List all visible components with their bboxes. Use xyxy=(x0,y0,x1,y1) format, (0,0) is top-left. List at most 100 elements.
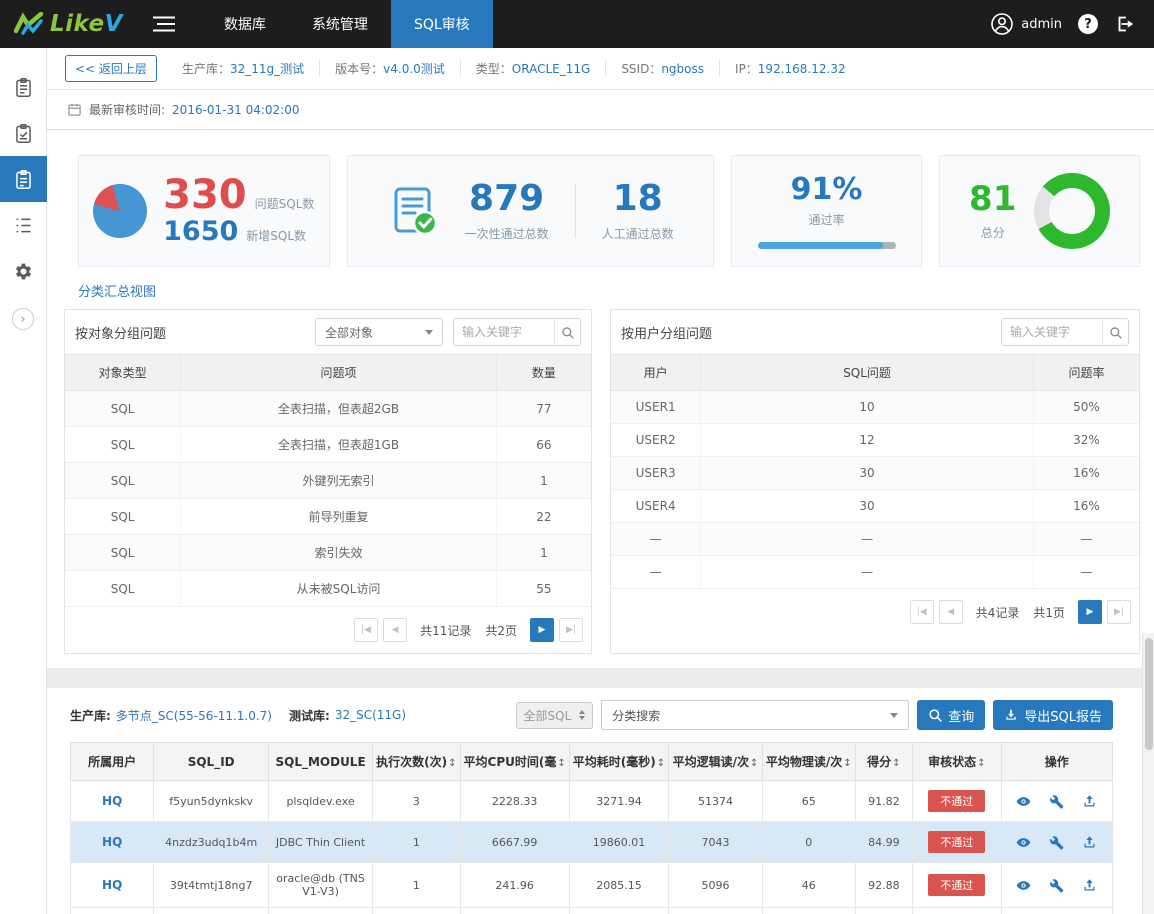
last-page-button[interactable]: ▶| xyxy=(559,618,583,642)
search-icon[interactable] xyxy=(1102,319,1128,345)
scrollbar-thumb[interactable] xyxy=(1145,638,1153,750)
column-header-exec-count[interactable]: 执行次数(次)↕ xyxy=(372,742,461,781)
cell-count[interactable]: 77 xyxy=(496,390,591,427)
prod-db-link[interactable]: 多节点_SC(55-56-11.1.0.7) xyxy=(115,708,272,723)
wrench-icon[interactable] xyxy=(1049,835,1064,850)
cell-issue-rate[interactable]: 50% xyxy=(1033,390,1139,424)
user-search-input[interactable] xyxy=(1002,325,1102,339)
sql-type-select[interactable]: 全部SQL xyxy=(515,701,594,729)
cell-count[interactable]: 55 xyxy=(496,570,591,607)
first-page-button[interactable]: |◀ xyxy=(909,600,934,624)
table-row[interactable]: USER4 30 16% xyxy=(611,489,1139,523)
field-value[interactable]: 192.168.12.32 xyxy=(757,61,846,76)
sort-icon[interactable]: ↕ xyxy=(557,758,566,769)
table-row[interactable]: SQL 从未被SQL访问 55 xyxy=(65,570,591,607)
field-value[interactable]: ORACLE_11G xyxy=(511,61,591,76)
upload-icon[interactable] xyxy=(1082,794,1097,809)
sql-table-row[interactable]: HQ gcftf86xb12x9 JDBC Thin Client 4 193.… xyxy=(69,907,1114,914)
next-page-button[interactable]: ▶ xyxy=(1078,600,1102,624)
last-page-button[interactable]: ▶| xyxy=(1107,600,1131,624)
cell-owner[interactable]: HQ xyxy=(102,794,123,808)
field-value[interactable]: ngboss xyxy=(661,61,705,76)
sort-icon[interactable]: ↕ xyxy=(892,758,901,769)
audit-time-bar: 最新审核时间: 2016-01-31 04:02:00 xyxy=(47,90,1154,130)
upload-icon[interactable] xyxy=(1082,878,1097,893)
cell-count[interactable]: 1 xyxy=(496,534,591,571)
column-header-avg-cpu[interactable]: 平均CPU时间(毫↕ xyxy=(459,742,570,781)
app-logo[interactable]: LikeV xyxy=(0,0,137,48)
first-page-button[interactable]: |◀ xyxy=(354,618,379,642)
column-header-avg-physical-reads[interactable]: 平均物理读/次↕ xyxy=(761,742,856,781)
stat-card-score: 81 总分 xyxy=(939,155,1140,267)
table-row[interactable]: USER3 30 16% xyxy=(611,456,1139,490)
sidebar-collapse-button[interactable]: › xyxy=(12,308,34,330)
sql-table-row[interactable]: HQ 4nzdz3udq1b4m JDBC Thin Client 1 6667… xyxy=(69,821,1114,863)
table-row[interactable]: — — — xyxy=(611,522,1139,556)
sort-icon[interactable]: ↕ xyxy=(843,758,852,769)
logout-icon[interactable] xyxy=(1114,13,1136,35)
help-icon[interactable]: ? xyxy=(1078,14,1098,34)
vertical-scrollbar[interactable] xyxy=(1142,633,1154,914)
back-button[interactable]: << 返回上层 xyxy=(65,55,157,82)
table-row[interactable]: SQL 全表扫描，但表超1GB 66 xyxy=(65,426,591,463)
category-search-dropdown[interactable]: 分类搜索 xyxy=(601,700,910,730)
chevron-down-icon xyxy=(425,329,433,335)
table-row[interactable]: SQL 外键列无索引 1 xyxy=(65,462,591,499)
sql-table-row[interactable]: HQ 39t4tmtj18ng7 oracle@db (TNS V1-V3) 1… xyxy=(69,862,1114,908)
field-value[interactable]: v4.0.0测试 xyxy=(383,62,445,76)
sidebar-item-list[interactable] xyxy=(0,202,47,248)
sidebar-item-tasks[interactable] xyxy=(0,110,47,156)
nav-item-database[interactable]: 数据库 xyxy=(223,17,266,33)
cell-count[interactable]: 1 xyxy=(496,462,591,499)
view-icon[interactable] xyxy=(1016,878,1031,893)
cell-issue-rate[interactable]: 32% xyxy=(1033,423,1139,457)
sql-table-row[interactable]: HQ f5yun5dynkskv plsqldev.exe 3 2228.33 … xyxy=(69,780,1114,822)
menu-toggle-icon[interactable] xyxy=(137,0,201,48)
user-menu[interactable]: admin xyxy=(990,12,1062,36)
wrench-icon[interactable] xyxy=(1049,794,1064,809)
table-row[interactable]: USER2 12 32% xyxy=(611,423,1139,457)
next-page-button[interactable]: ▶ xyxy=(530,618,554,642)
object-filter-dropdown[interactable]: 全部对象 xyxy=(315,318,443,346)
export-sql-report-button[interactable]: 导出SQL报告 xyxy=(993,700,1113,730)
cell-owner[interactable]: HQ xyxy=(102,878,123,892)
cell-issue-rate[interactable]: 16% xyxy=(1033,456,1139,490)
cell-count[interactable]: 66 xyxy=(496,426,591,463)
upload-icon[interactable] xyxy=(1082,835,1097,850)
sidebar-item-report[interactable] xyxy=(0,64,47,110)
prev-page-button[interactable]: ◀ xyxy=(383,618,408,642)
table-row[interactable]: SQL 前导列重复 22 xyxy=(65,498,591,535)
prev-page-button[interactable]: ◀ xyxy=(938,600,963,624)
column-header-score[interactable]: 得分↕ xyxy=(854,742,913,781)
table-row[interactable]: USER1 10 50% xyxy=(611,390,1139,424)
cell-owner[interactable]: HQ xyxy=(102,835,123,849)
nav-item-system-management[interactable]: 系统管理 xyxy=(311,17,368,33)
view-icon[interactable] xyxy=(1016,835,1031,850)
column-header-audit-status[interactable]: 审核状态↕ xyxy=(911,742,1002,781)
table-row[interactable]: SQL 全表扫描，但表超2GB 77 xyxy=(65,390,591,427)
sort-icon[interactable]: ↕ xyxy=(977,758,986,769)
sort-icon[interactable]: ↕ xyxy=(750,758,759,769)
cell-count[interactable]: 22 xyxy=(496,498,591,535)
cell-issue-rate[interactable]: — xyxy=(1033,522,1139,556)
cell-issue-rate[interactable]: 16% xyxy=(1033,489,1139,523)
search-icon[interactable] xyxy=(554,319,580,345)
sort-icon[interactable]: ↕ xyxy=(656,758,666,769)
table-row[interactable]: SQL 索引失效 1 xyxy=(65,534,591,571)
object-search-input[interactable] xyxy=(454,325,554,339)
cell-issue-rate[interactable]: — xyxy=(1033,555,1139,589)
field-value[interactable]: 32_11g_测试 xyxy=(229,62,305,76)
table-row[interactable]: — — — xyxy=(611,555,1139,589)
column-header-avg-elapsed[interactable]: 平均耗时(毫秒)↕ xyxy=(568,742,670,781)
view-icon[interactable] xyxy=(1016,794,1031,809)
query-button[interactable]: 查询 xyxy=(917,700,986,730)
category-summary-link[interactable]: 分类汇总视图 xyxy=(78,285,157,300)
column-header-avg-logical-reads[interactable]: 平均逻辑读/次↕ xyxy=(668,742,763,781)
sidebar-item-settings[interactable] xyxy=(0,248,47,294)
sort-icon[interactable]: ↕ xyxy=(448,758,457,769)
test-db-link[interactable]: 32_SC(11G) xyxy=(334,708,407,722)
nav-item-sql-audit[interactable]: SQL审核 xyxy=(390,0,493,48)
list-icon xyxy=(16,218,30,232)
sidebar-item-sql-audit-active[interactable] xyxy=(0,156,47,202)
wrench-icon[interactable] xyxy=(1049,878,1064,893)
